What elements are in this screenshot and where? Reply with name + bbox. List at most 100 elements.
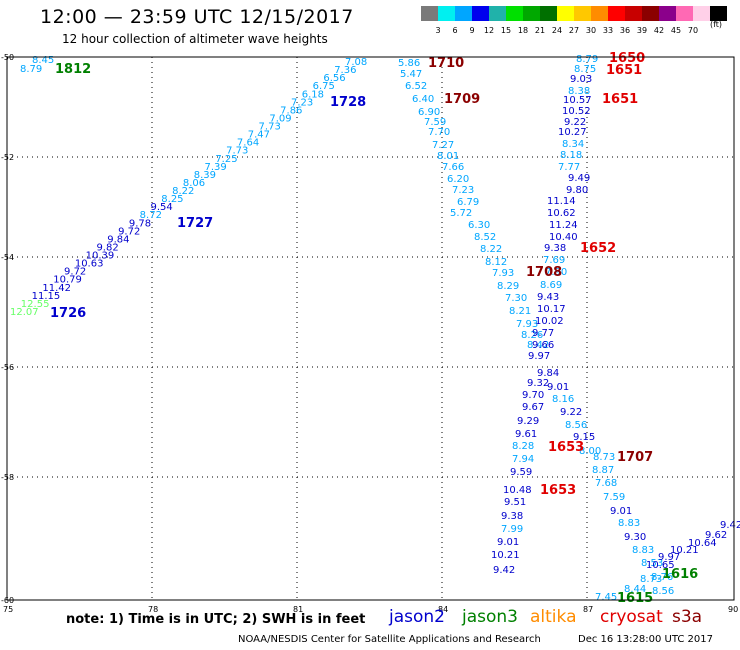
scale-unit: (ft) <box>710 20 723 29</box>
wave-height-value: 9.84 <box>107 234 129 245</box>
wave-height-value: 7.69 <box>543 255 565 266</box>
scale-label: 45 <box>670 26 682 35</box>
scale-label: 27 <box>568 26 580 35</box>
pass-time-label: 1616 <box>662 567 698 582</box>
satellite-cryosat: cryosat <box>600 607 663 627</box>
wave-height-value: 7.30 <box>505 293 527 304</box>
wave-height-value: 7.99 <box>501 524 523 535</box>
scale-swatch <box>608 6 625 21</box>
wave-height-value: 7.64 <box>237 138 259 149</box>
wave-height-value: 8.69 <box>540 280 562 291</box>
wave-height-value: 8.73 <box>593 452 615 463</box>
scale-swatch <box>591 6 608 21</box>
wave-height-value: 9.22 <box>560 407 582 418</box>
scale-label: 33 <box>602 26 614 35</box>
wave-height-value: 9.43 <box>537 292 559 303</box>
wave-height-value: 9.54 <box>150 202 172 213</box>
wave-height-value: 8.53 <box>641 558 663 569</box>
scale-swatch <box>523 6 540 21</box>
wave-height-value: 7.36 <box>334 65 356 76</box>
wave-height-value: 8.06 <box>183 178 205 189</box>
footer-timestamp: Dec 16 13:28:00 UTC 2017 <box>578 634 713 645</box>
wave-height-value: 5.86 <box>398 58 420 69</box>
wave-height-value: 8.44 <box>624 584 646 595</box>
pass-time-label: 1727 <box>177 216 213 231</box>
scale-label: 15 <box>500 26 512 35</box>
wave-height-value: 9.49 <box>568 173 590 184</box>
scale-swatch <box>676 6 693 21</box>
wave-height-value: 9.38 <box>544 243 566 254</box>
wave-height-value: 8.42 <box>527 340 549 351</box>
scale-swatch <box>574 6 591 21</box>
wave-height-value: 8.72 <box>140 210 162 221</box>
wave-height-value: 5.72 <box>450 208 472 219</box>
wave-height-value: 8.29 <box>497 281 519 292</box>
pass-time-label: 1728 <box>330 95 366 110</box>
pass-time-label: 1709 <box>444 92 480 107</box>
wave-height-value: 7.93 <box>492 268 514 279</box>
x-tick-label: 78 <box>148 605 158 614</box>
wave-height-value: 7.77 <box>558 162 580 173</box>
wave-height-value: 8.25 <box>161 194 183 205</box>
pass-time-label: 1812 <box>55 62 91 77</box>
wave-height-value: 10.21 <box>670 545 699 556</box>
wave-height-value: 8.28 <box>512 441 534 452</box>
wave-height-value: 9.32 <box>527 378 549 389</box>
wave-height-value: 9.62 <box>705 530 727 541</box>
pass-time-label: 1710 <box>428 56 464 71</box>
wave-height-value: 9.42 <box>493 565 515 576</box>
scale-swatch <box>489 6 506 21</box>
wave-height-value: 8.18 <box>560 150 582 161</box>
satellite-s3a: s3a <box>672 607 703 627</box>
wave-height-value: 9.97 <box>528 351 550 362</box>
wave-height-value: 9.66 <box>532 340 554 351</box>
pass-time-label: 1615 <box>617 591 653 606</box>
wave-height-value: 7.59 <box>603 492 625 503</box>
wave-height-value: 7.68 <box>595 478 617 489</box>
wave-height-value: 7.47 <box>248 130 270 141</box>
scale-swatch <box>659 6 676 21</box>
wave-height-value: 11.24 <box>549 220 578 231</box>
map-ticks: 75 78 81 84 87 90-50-52-54-56-58-60 <box>1 53 738 614</box>
wave-height-value: 6.75 <box>313 81 335 92</box>
wave-height-value: 9.72 <box>118 226 140 237</box>
scale-swatch <box>472 6 489 21</box>
wave-height-value: 7.25 <box>215 154 237 165</box>
wave-height-value: 8.12 <box>485 257 507 268</box>
scale-label: 70 <box>687 26 699 35</box>
pass-time-label: 1652 <box>580 241 616 256</box>
wave-height-value: 8.83 <box>618 518 640 529</box>
pass-time-label: 1726 <box>50 306 86 321</box>
scale-label: 6 <box>452 26 458 35</box>
wave-height-value: 6.30 <box>468 220 490 231</box>
wave-height-value: 6.20 <box>447 174 469 185</box>
wave-height-value: 9.77 <box>532 328 554 339</box>
scale-swatch <box>421 6 438 21</box>
scale-swatch <box>693 6 710 21</box>
satellite-altika: altika <box>530 607 577 627</box>
wave-height-value: 8.00 <box>579 446 601 457</box>
y-tick-label: -54 <box>1 253 14 262</box>
wave-height-value: 8.83 <box>632 545 654 556</box>
wave-height-value: 7.59 <box>424 117 446 128</box>
wave-height-value: 8.16 <box>552 394 574 405</box>
satellite-jason2: jason2 <box>389 607 445 627</box>
scale-swatch <box>625 6 642 21</box>
wave-height-value: 8.79 <box>20 64 42 75</box>
wave-height-value: 9.42 <box>720 520 740 531</box>
y-tick-label: -56 <box>1 363 14 372</box>
wave-height-value: 10.40 <box>549 232 578 243</box>
wave-height-marks: 12.0712.5511.1511.4210.799.7210.6310.399… <box>10 51 740 606</box>
wave-height-value: 7.39 <box>205 162 227 173</box>
wave-height-value: 7.94 <box>512 454 534 465</box>
wave-height-value: 6.56 <box>323 73 345 84</box>
wave-height-value: 9.22 <box>564 117 586 128</box>
wave-height-value: 10.27 <box>558 127 587 138</box>
wave-height-value: 7.45 <box>595 592 617 603</box>
map-frame <box>6 56 735 601</box>
scale-swatch <box>557 6 574 21</box>
wave-height-value: 8.52 <box>474 232 496 243</box>
scale-label: 24 <box>551 26 563 35</box>
wave-height-value: 10.02 <box>535 316 564 327</box>
wave-height-value: 7.86 <box>280 105 302 116</box>
